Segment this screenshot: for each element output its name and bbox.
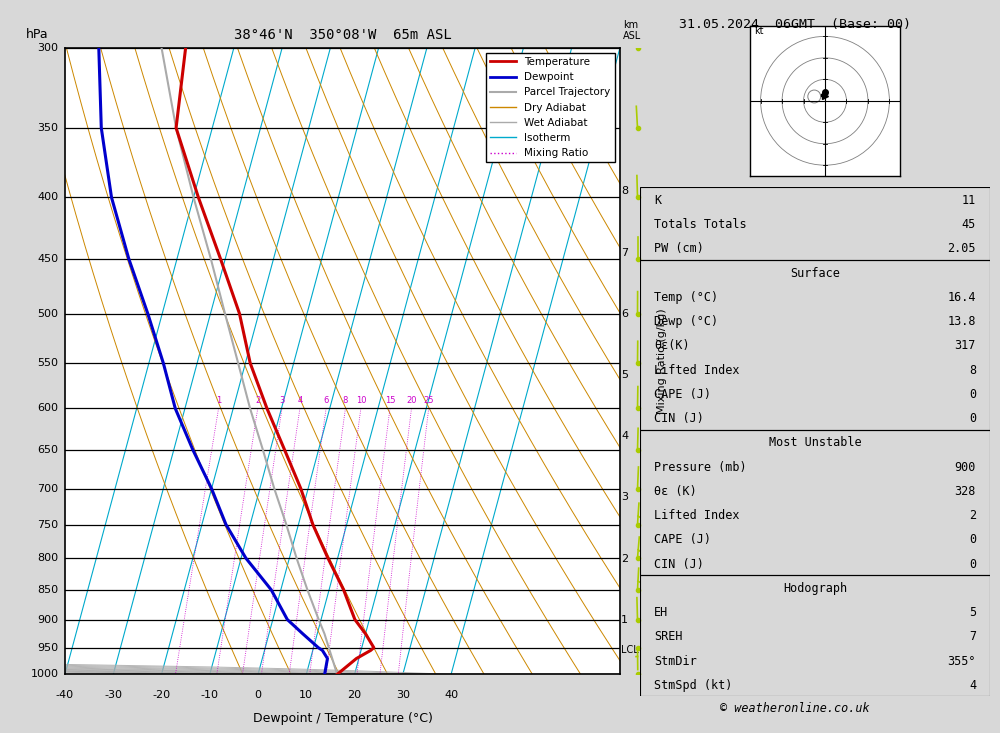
Text: EH: EH	[654, 606, 668, 619]
Text: 0: 0	[969, 412, 976, 425]
Text: Most Unstable: Most Unstable	[769, 436, 861, 449]
Text: 355°: 355°	[948, 655, 976, 668]
Text: 8: 8	[621, 186, 628, 196]
Text: -10: -10	[201, 690, 219, 700]
Text: K: K	[654, 194, 661, 207]
Text: Lifted Index: Lifted Index	[654, 509, 740, 522]
Text: 500: 500	[37, 309, 58, 319]
Legend: Temperature, Dewpoint, Parcel Trajectory, Dry Adiabat, Wet Adiabat, Isotherm, Mi: Temperature, Dewpoint, Parcel Trajectory…	[486, 53, 615, 163]
Text: 600: 600	[37, 403, 58, 413]
Text: 350: 350	[37, 123, 58, 133]
Text: 0: 0	[969, 388, 976, 401]
Text: 7: 7	[621, 248, 628, 257]
Bar	[640, 259, 990, 430]
Text: 3: 3	[279, 397, 285, 405]
Text: 25: 25	[423, 397, 434, 405]
Text: StmDir: StmDir	[654, 655, 697, 668]
Text: 0: 0	[969, 534, 976, 546]
Text: kt: kt	[754, 26, 764, 36]
Text: PW (cm): PW (cm)	[654, 243, 704, 255]
Text: 550: 550	[37, 358, 58, 368]
Text: θε(K): θε(K)	[654, 339, 690, 353]
Text: 20: 20	[348, 690, 362, 700]
Text: Surface: Surface	[790, 267, 840, 279]
Text: 2: 2	[621, 553, 628, 564]
Text: 30: 30	[396, 690, 410, 700]
Text: 2: 2	[969, 509, 976, 522]
Text: 4: 4	[621, 431, 628, 441]
Text: CIN (J): CIN (J)	[654, 558, 704, 570]
Text: Dewp (°C): Dewp (°C)	[654, 315, 718, 328]
Text: -30: -30	[104, 690, 122, 700]
Text: 31.05.2024  06GMT  (Base: 00): 31.05.2024 06GMT (Base: 00)	[679, 18, 911, 32]
Text: θε (K): θε (K)	[654, 485, 697, 498]
Text: 13.8: 13.8	[948, 315, 976, 328]
Text: Totals Totals: Totals Totals	[654, 218, 747, 231]
Text: 400: 400	[37, 192, 58, 202]
Text: CAPE (J): CAPE (J)	[654, 388, 711, 401]
Text: 750: 750	[37, 520, 58, 530]
Text: hPa: hPa	[26, 29, 49, 41]
Text: 11: 11	[962, 194, 976, 207]
Text: 10: 10	[356, 397, 366, 405]
Text: LCL: LCL	[621, 645, 639, 655]
Text: CAPE (J): CAPE (J)	[654, 534, 711, 546]
Text: 900: 900	[37, 614, 58, 625]
Text: 0: 0	[255, 690, 262, 700]
Text: 6: 6	[621, 309, 628, 319]
Bar	[640, 187, 990, 259]
Text: CIN (J): CIN (J)	[654, 412, 704, 425]
Text: Temp (°C): Temp (°C)	[654, 291, 718, 303]
Text: 8: 8	[969, 364, 976, 377]
Text: 8: 8	[343, 397, 348, 405]
Text: -40: -40	[56, 690, 74, 700]
Text: 5: 5	[621, 370, 628, 380]
Text: 300: 300	[37, 43, 58, 53]
Text: 800: 800	[37, 553, 58, 563]
Text: 45: 45	[962, 218, 976, 231]
Text: SREH: SREH	[654, 630, 682, 644]
Text: 328: 328	[955, 485, 976, 498]
Text: km
ASL: km ASL	[623, 20, 641, 41]
Text: Mixing Ratio (g/kg): Mixing Ratio (g/kg)	[657, 308, 667, 414]
Text: 16.4: 16.4	[948, 291, 976, 303]
Text: 2.05: 2.05	[948, 243, 976, 255]
Text: 1: 1	[621, 615, 628, 625]
Text: 4: 4	[969, 679, 976, 692]
Text: Lifted Index: Lifted Index	[654, 364, 740, 377]
Text: 3: 3	[621, 493, 628, 503]
Text: 317: 317	[955, 339, 976, 353]
Bar	[640, 575, 990, 696]
Text: 10: 10	[299, 690, 313, 700]
Text: 2: 2	[255, 397, 260, 405]
Text: 1000: 1000	[30, 669, 58, 679]
Text: 850: 850	[37, 585, 58, 594]
Text: 4: 4	[297, 397, 303, 405]
Text: 0: 0	[969, 558, 976, 570]
Text: 650: 650	[37, 445, 58, 455]
Text: 700: 700	[37, 484, 58, 494]
Text: 7: 7	[969, 630, 976, 644]
Text: 450: 450	[37, 254, 58, 264]
Text: -20: -20	[152, 690, 171, 700]
Bar	[640, 430, 990, 575]
Text: 1: 1	[216, 397, 221, 405]
Text: © weatheronline.co.uk: © weatheronline.co.uk	[720, 701, 870, 715]
Text: StmSpd (kt): StmSpd (kt)	[654, 679, 732, 692]
Text: 15: 15	[385, 397, 395, 405]
Title: 38°46'N  350°08'W  65m ASL: 38°46'N 350°08'W 65m ASL	[234, 29, 451, 43]
Text: 950: 950	[37, 643, 58, 652]
Text: 6: 6	[323, 397, 329, 405]
Text: Pressure (mb): Pressure (mb)	[654, 460, 747, 474]
Text: 5: 5	[969, 606, 976, 619]
Text: 900: 900	[955, 460, 976, 474]
Text: 20: 20	[406, 397, 417, 405]
Text: 40: 40	[444, 690, 458, 700]
Text: Dewpoint / Temperature (°C): Dewpoint / Temperature (°C)	[253, 712, 432, 725]
Text: Hodograph: Hodograph	[783, 582, 847, 595]
